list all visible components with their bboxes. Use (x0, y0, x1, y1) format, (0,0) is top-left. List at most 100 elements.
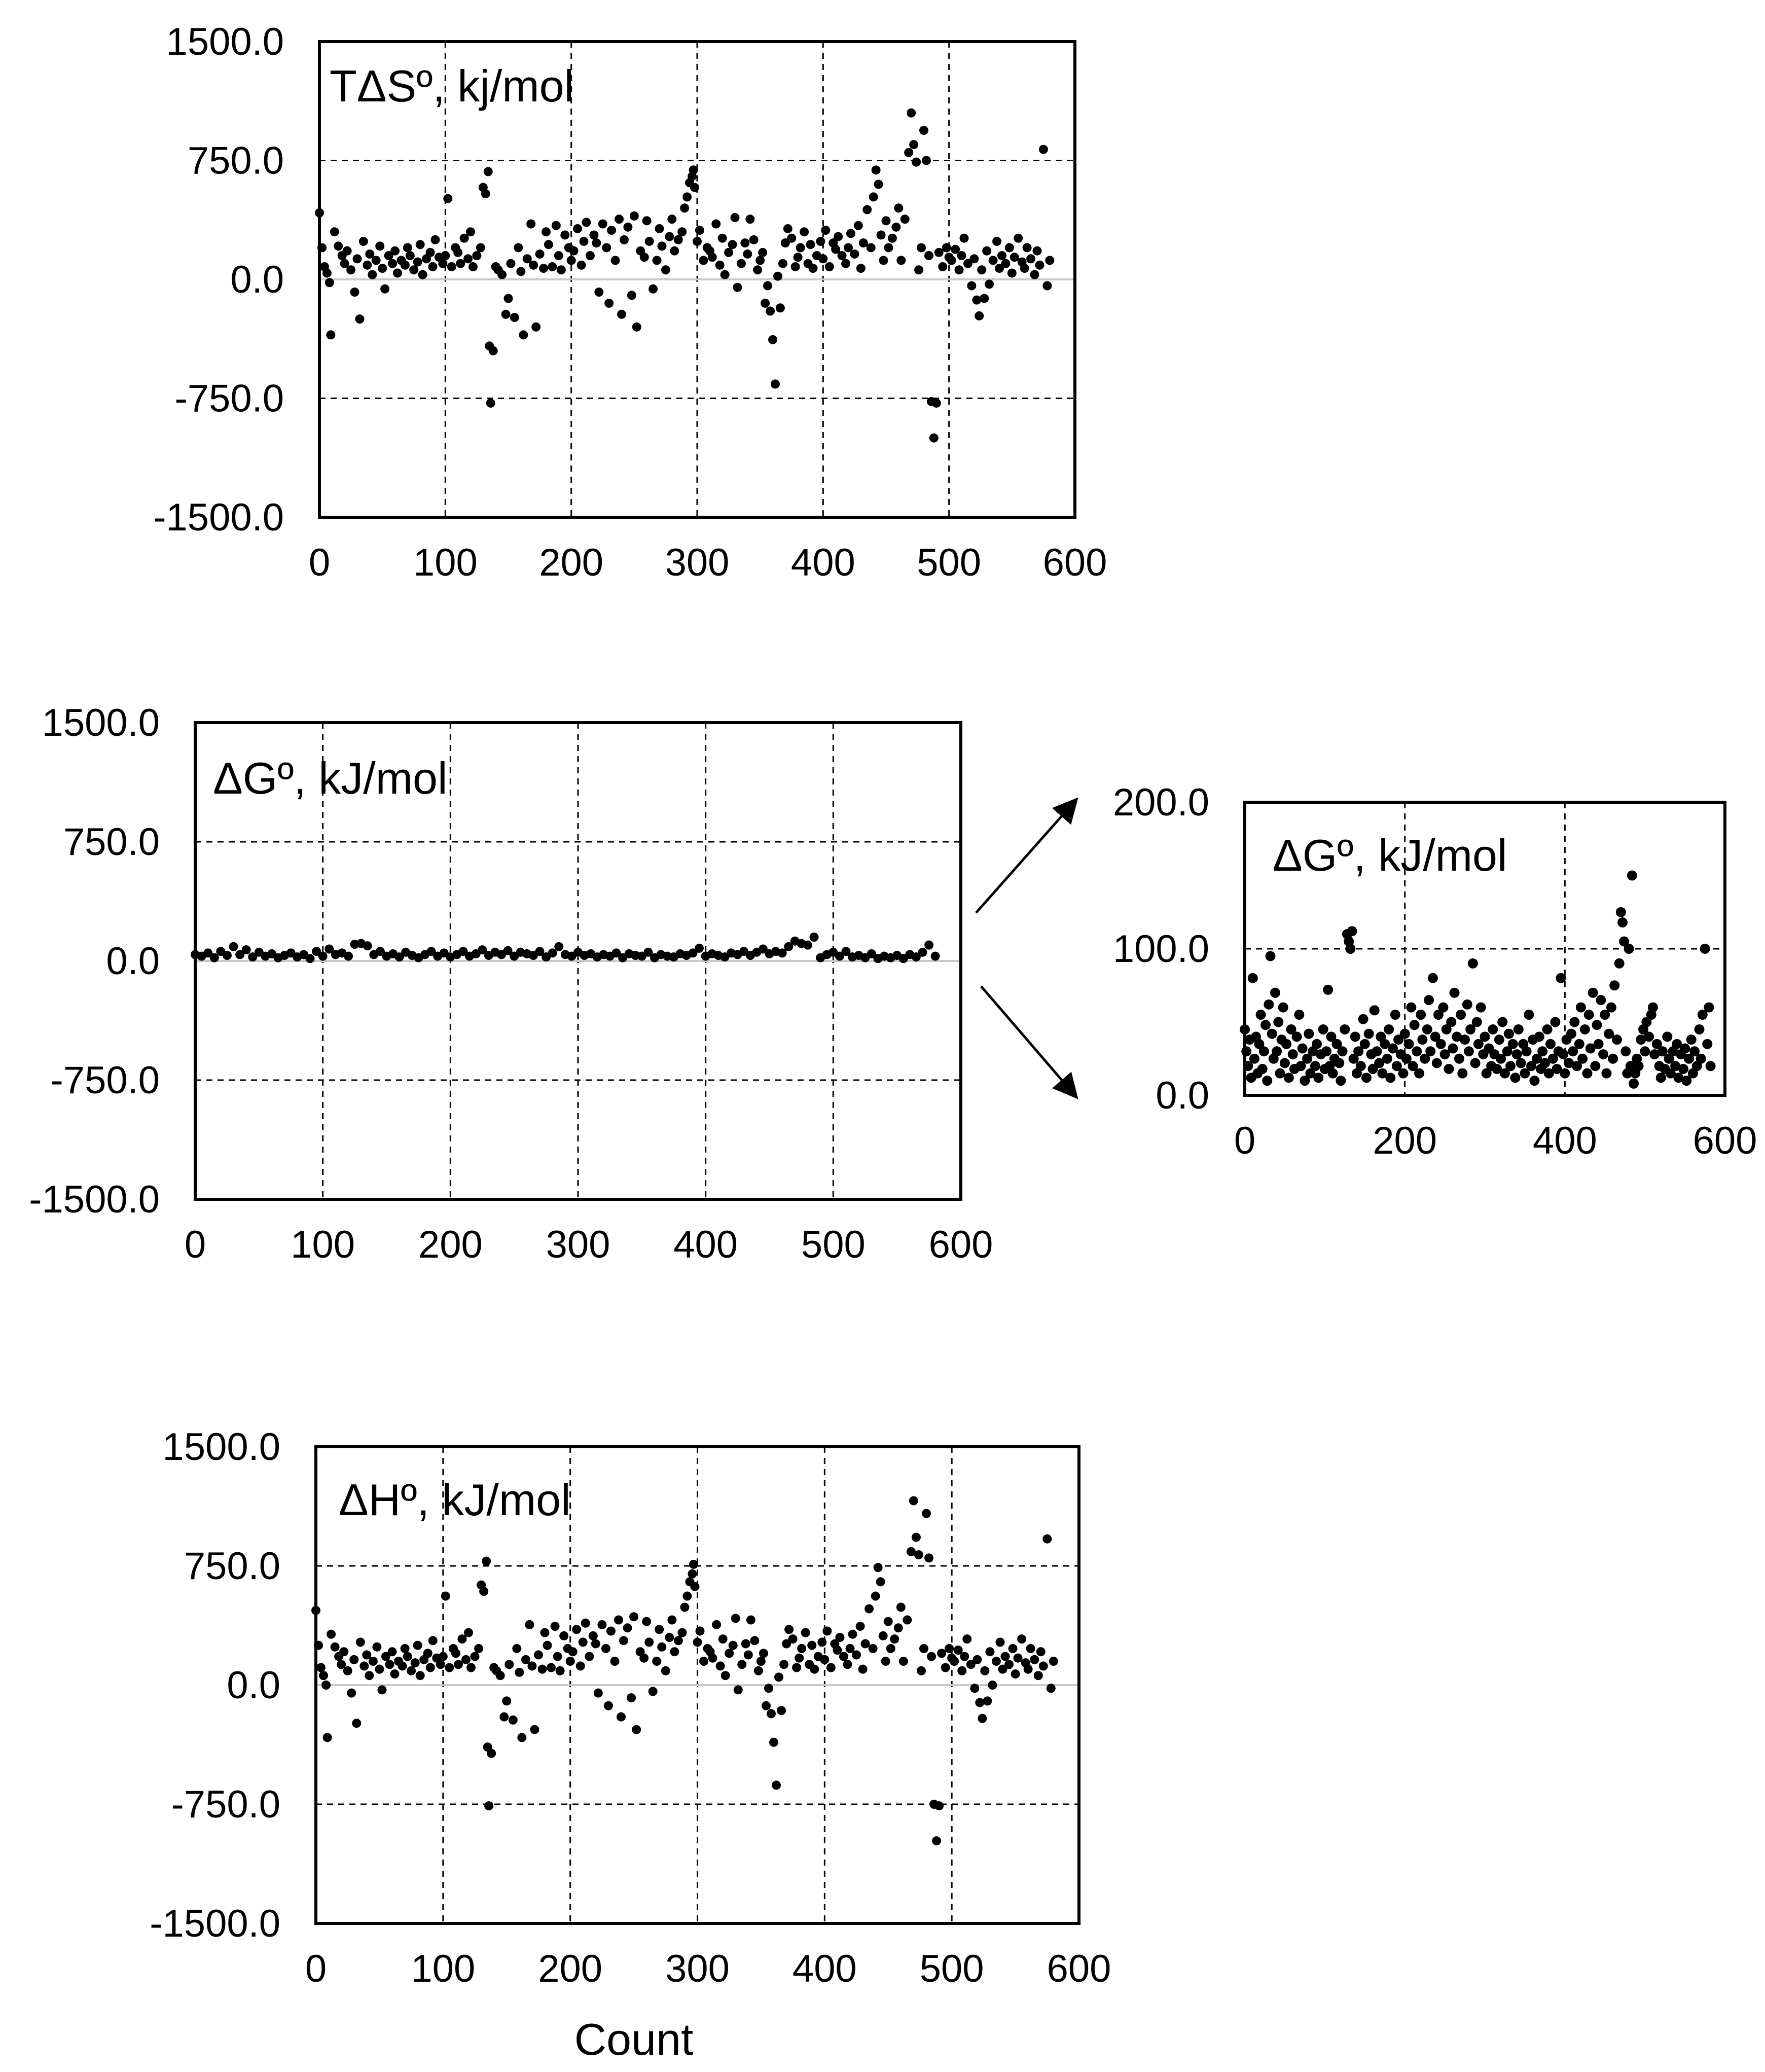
dh-data-point (843, 1660, 852, 1669)
tds-data-point (392, 268, 402, 278)
dg_zoom-data-point (1471, 1017, 1482, 1027)
dg_zoom-data-point (1384, 1024, 1394, 1034)
dh-data-point (484, 1801, 494, 1811)
tds-data-point (929, 433, 939, 443)
dh-data-point (756, 1657, 766, 1666)
dg_zoom-data-point (1475, 1002, 1486, 1013)
dh-data-point (689, 1559, 698, 1569)
tds-data-point (862, 205, 872, 215)
tds-scatter-panel: 1500.0 750.0 0.0 -750.0 -1500.0 0 100 200 300 40… (153, 20, 1107, 584)
dg_zoom-data-point (1257, 1063, 1268, 1074)
dg_zoom-data-point (1305, 1068, 1316, 1079)
dh-data-point (385, 1660, 394, 1669)
tds-data-point (594, 288, 604, 297)
dh-data-point (893, 1623, 903, 1633)
dg_zoom-data-point (1337, 1046, 1348, 1057)
dh-x-tick-label: 200 (538, 1947, 602, 1990)
dh-data-point (553, 1652, 562, 1661)
dh-data-point (667, 1615, 677, 1625)
tds-data-point (531, 322, 541, 332)
dg_zoom-x-tick-label: 0 (1234, 1119, 1255, 1162)
dg_zoom-data-point (1611, 1034, 1622, 1045)
tds-data-point (900, 215, 910, 224)
tds-data-point (831, 244, 841, 254)
dg_zoom-data-point (1606, 1002, 1616, 1013)
dh-data-point (699, 1657, 709, 1666)
dg_zoom-data-point (1511, 1049, 1522, 1060)
dg_zoom-data-point (1681, 1076, 1692, 1086)
dh-data-point (629, 1612, 639, 1622)
dh-grid (316, 1447, 1079, 1923)
dg_zoom-data-point (1331, 1039, 1342, 1049)
dg-x-tick-label: 400 (673, 1223, 738, 1266)
dh-data-point (782, 1639, 791, 1649)
tds-data-point (615, 215, 624, 224)
dg-data-point (203, 948, 213, 958)
tds-data-point (384, 251, 393, 261)
dh-data-point (512, 1644, 522, 1653)
dg_zoom-data-point (1286, 1024, 1296, 1034)
dg_zoom-data-point (1446, 1017, 1457, 1027)
dh-data-point (737, 1660, 747, 1669)
dh-data-point (677, 1628, 687, 1637)
dg_zoom-data-point (1409, 1020, 1420, 1030)
dg_zoom-data-point (1297, 1043, 1308, 1054)
tds-data-point (355, 314, 365, 324)
dg_zoom-data-point (1592, 1020, 1602, 1030)
dg-data-point (235, 950, 245, 959)
dh-data-point (741, 1639, 750, 1649)
tds-data-point (942, 243, 951, 253)
tds-data-point (468, 262, 478, 271)
tds-data-point (363, 260, 372, 270)
dg_zoom-data-point (1449, 987, 1460, 998)
dh-data-point (911, 1532, 921, 1542)
dh-data-point (387, 1647, 397, 1657)
dg_zoom-data-point (1348, 1053, 1359, 1064)
dg_zoom-data-point (1542, 1024, 1553, 1034)
dg-data-point (643, 947, 653, 957)
dg_zoom-data-point (1655, 1073, 1666, 1083)
dg_zoom-data-point (1529, 1076, 1540, 1086)
dh-data-point (715, 1661, 725, 1671)
dh-data-point (339, 1647, 349, 1657)
dg-zoom-y-tick-labels: 200.0 100.0 0.0 (1113, 781, 1209, 1117)
dg-data-point (344, 951, 353, 961)
tds-data-point (418, 270, 427, 279)
tds-data-point (481, 189, 490, 199)
tds-data-point (501, 309, 511, 319)
tds-data-point (488, 346, 498, 355)
dh-data-point (820, 1655, 830, 1664)
dg_zoom-data-point (1564, 1058, 1574, 1068)
tds-data-point (884, 243, 893, 253)
dh-data-point (505, 1660, 514, 1669)
dg-x-tick-label: 200 (418, 1223, 483, 1266)
dh-data-point (784, 1625, 794, 1634)
tds-data-point (607, 226, 617, 235)
dg_zoom-data-point (1640, 1046, 1650, 1057)
dg_zoom-data-point (1507, 1039, 1518, 1049)
tds-data-point (566, 256, 576, 265)
dg-data-point (222, 951, 232, 960)
dh-data-point (988, 1681, 997, 1690)
tds-data-point (529, 260, 538, 270)
dh-data-point (690, 1582, 700, 1591)
dh-data-point (368, 1657, 378, 1666)
dh-data-point (855, 1622, 865, 1631)
dg-data-point (548, 948, 557, 958)
dg-data-point (611, 948, 621, 958)
dh-data-point (960, 1652, 969, 1661)
dh-data-point (873, 1563, 883, 1573)
dh-x-tick-label: 100 (411, 1947, 475, 1990)
dg_zoom-data-point (1550, 1017, 1561, 1027)
dh-data-point (919, 1644, 928, 1653)
dh-x-tick-label: 300 (665, 1947, 730, 1990)
dh-data-point (533, 1650, 543, 1660)
dh-data-point (950, 1657, 959, 1666)
dg_zoom-data-point (1481, 1068, 1492, 1079)
dg_zoom-data-point (1596, 995, 1606, 1006)
dg_zoom-data-point (1241, 1046, 1252, 1057)
dh-data-point (347, 1688, 356, 1698)
tds-data-point (917, 243, 926, 253)
tds-data-point (816, 236, 825, 246)
tds-data-point (409, 265, 419, 275)
